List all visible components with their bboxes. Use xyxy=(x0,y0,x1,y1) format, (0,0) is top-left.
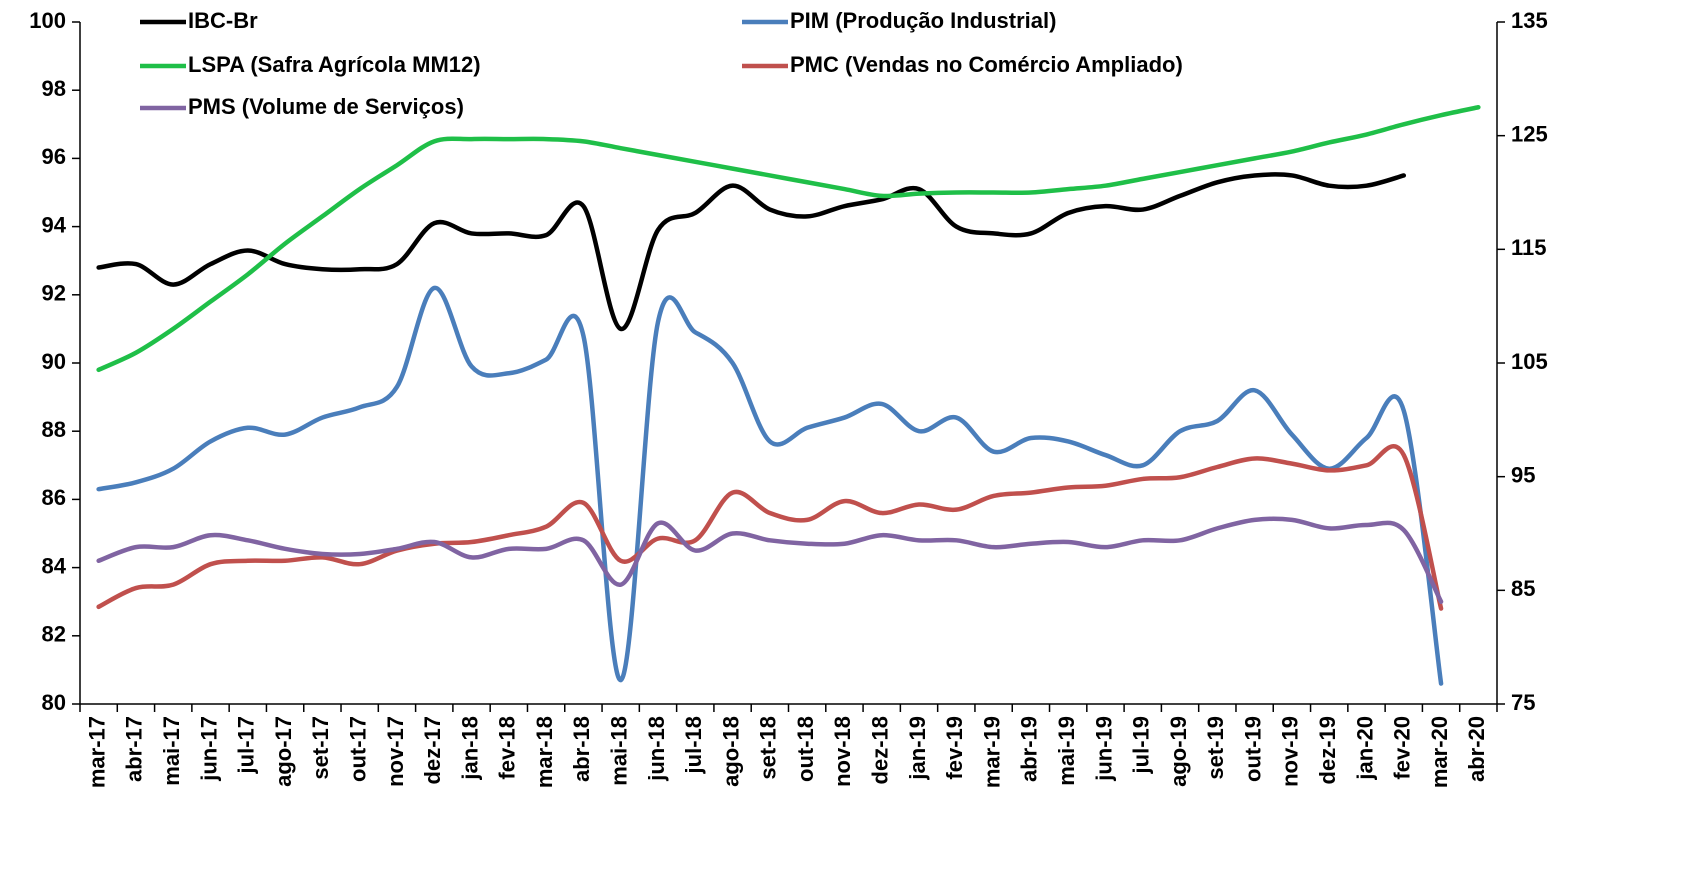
x-tick-label: mai-18 xyxy=(607,716,632,786)
y2-tick-label: 95 xyxy=(1511,462,1535,487)
x-tick-label: dez-18 xyxy=(868,716,893,784)
legend-label: PMS (Volume de Serviços) xyxy=(188,94,464,119)
y2-tick-label: 135 xyxy=(1511,8,1548,33)
series-line xyxy=(96,516,1444,604)
legend-label: LSPA (Safra Agrícola MM12) xyxy=(188,52,481,77)
x-tick-label: ago-19 xyxy=(1166,716,1191,787)
y-tick-label: 86 xyxy=(42,485,66,510)
x-tick-label: out-18 xyxy=(793,716,818,782)
x-tick-label: out-19 xyxy=(1240,716,1265,782)
y-tick-label: 100 xyxy=(29,8,66,33)
legend-label: PMC (Vendas no Comércio Ampliado) xyxy=(790,52,1183,77)
x-tick-label: fev-18 xyxy=(495,716,520,780)
x-tick-label: mar-20 xyxy=(1427,716,1452,788)
y-tick-label: 96 xyxy=(42,144,66,169)
x-tick-label: abr-18 xyxy=(569,716,594,782)
x-tick-label: jul-19 xyxy=(1129,716,1154,774)
x-tick-label: nov-19 xyxy=(1278,716,1303,787)
x-tick-label: abr-19 xyxy=(1017,716,1042,782)
x-tick-label: jun-17 xyxy=(196,716,221,782)
x-tick-label: nov-18 xyxy=(830,716,855,787)
x-tick-label: fev-20 xyxy=(1390,716,1415,780)
y-tick-label: 92 xyxy=(42,281,66,306)
y-tick-label: 94 xyxy=(42,212,67,237)
x-tick-label: set-17 xyxy=(308,716,333,780)
y2-tick-label: 115 xyxy=(1511,235,1547,260)
x-tick-label: set-18 xyxy=(756,716,781,780)
x-tick-label: abr-17 xyxy=(122,716,147,782)
x-tick-label: mai-17 xyxy=(159,716,184,786)
series-line xyxy=(96,285,1444,686)
x-tick-label: abr-20 xyxy=(1464,716,1489,782)
legend-label: IBC-Br xyxy=(188,8,258,33)
series-line xyxy=(96,444,1444,611)
x-tick-label: ago-17 xyxy=(271,716,296,787)
y2-tick-label: 85 xyxy=(1511,576,1535,601)
series-line xyxy=(96,172,1407,332)
x-tick-label: nov-17 xyxy=(383,716,408,787)
x-tick-label: mar-19 xyxy=(979,716,1004,788)
y-tick-label: 82 xyxy=(42,622,66,647)
x-tick-label: dez-19 xyxy=(1315,716,1340,784)
x-tick-label: jan-18 xyxy=(457,716,482,781)
x-tick-label: jan-19 xyxy=(905,716,930,781)
legend-label: PIM (Produção Industrial) xyxy=(790,8,1056,33)
x-tick-label: ago-18 xyxy=(718,716,743,787)
y-tick-label: 84 xyxy=(42,553,67,578)
x-tick-label: mar-18 xyxy=(532,716,557,788)
y2-tick-label: 75 xyxy=(1511,690,1535,715)
x-tick-label: fev-19 xyxy=(942,716,967,780)
y2-tick-label: 105 xyxy=(1511,349,1548,374)
x-tick-label: jun-18 xyxy=(644,716,669,782)
y-tick-label: 88 xyxy=(42,417,66,442)
x-tick-label: out-17 xyxy=(345,716,370,782)
y-tick-label: 80 xyxy=(42,690,66,715)
x-tick-label: jun-19 xyxy=(1091,716,1116,782)
x-tick-label: dez-17 xyxy=(420,716,445,784)
series-line xyxy=(96,105,1481,373)
y2-tick-label: 125 xyxy=(1511,121,1548,146)
y-tick-label: 98 xyxy=(42,76,66,101)
x-tick-label: jan-20 xyxy=(1352,716,1377,781)
x-tick-label: jul-18 xyxy=(681,716,706,774)
x-tick-label: set-19 xyxy=(1203,716,1228,780)
y-tick-label: 90 xyxy=(42,349,66,374)
x-tick-label: mai-19 xyxy=(1054,716,1079,786)
x-tick-label: mar-17 xyxy=(84,716,109,788)
x-tick-label: jul-17 xyxy=(234,716,259,774)
